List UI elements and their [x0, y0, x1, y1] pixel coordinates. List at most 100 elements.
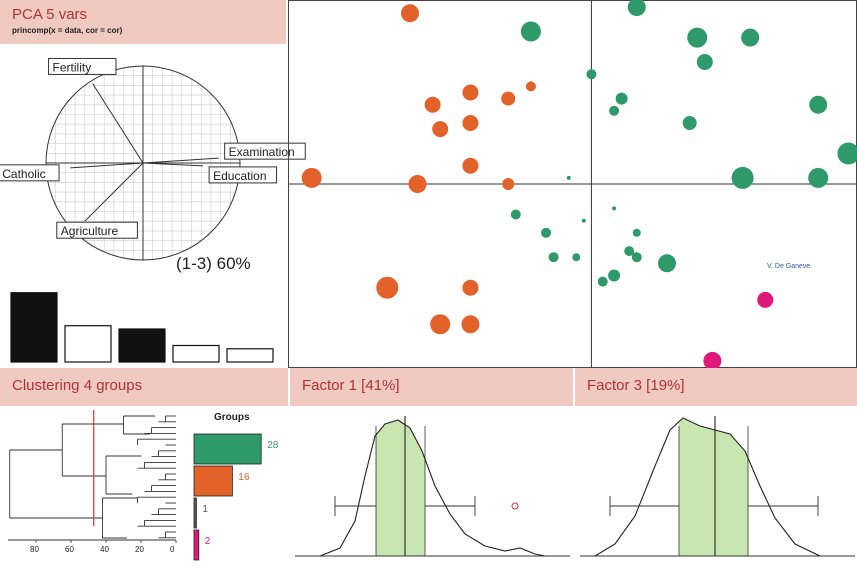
vector-label-box: [0, 164, 60, 182]
scatter-point: [462, 157, 479, 174]
vector-arrow: [70, 162, 144, 169]
scatter-panel: V. De Ganeve: [288, 0, 857, 370]
scatter-point: [525, 81, 536, 92]
scatter-point: [462, 279, 479, 296]
scatter-point: [658, 254, 676, 273]
dendrogram-tick-label: 0: [170, 545, 175, 554]
group-bar: [193, 433, 262, 465]
group-bar: [193, 529, 200, 561]
pca-subtitle: princomp(x = data, cor = cor): [12, 26, 123, 35]
scree-bar: [118, 328, 166, 363]
vector-arrow: [84, 162, 144, 222]
factor1-panel: [290, 406, 575, 568]
scatter-point: [400, 4, 419, 23]
cluster-panel: 80 60 40 20 0 Groups 28 16 1 2: [0, 406, 290, 568]
dendrogram-tick-label: 60: [65, 545, 74, 554]
scree-panel: [0, 280, 288, 368]
scatter-point: [609, 105, 620, 116]
vector-arrow: [142, 162, 204, 167]
scatter-point: [624, 246, 635, 257]
scatter-point: [541, 227, 552, 238]
scatter-chart: [289, 0, 857, 370]
cluster-title: Clustering 4 groups: [12, 377, 143, 394]
scree-bar: [172, 344, 220, 363]
scree-chart: [10, 292, 274, 363]
scatter-point: [608, 269, 621, 282]
density-curve: [319, 419, 546, 557]
scatter-point: [461, 315, 480, 334]
factor3-title: Factor 3 [19%]: [587, 377, 685, 394]
author-credit: V. De Ganeve: [767, 263, 811, 270]
density-outlier: [511, 502, 519, 510]
group-bar-label: 16: [238, 472, 250, 483]
vector-label: Examination: [229, 145, 295, 159]
groups-title: Groups: [214, 412, 250, 423]
scree-bar: [10, 292, 58, 363]
vector-label: Fertility: [53, 60, 92, 74]
factor1-header: Factor 1 [41%]: [290, 368, 573, 406]
scatter-point: [462, 84, 479, 101]
scatter-point: [581, 218, 586, 223]
vector-label-box: [208, 166, 278, 184]
scatter-point: [632, 228, 641, 237]
vector-arrow: [142, 157, 219, 164]
scatter-point: [612, 206, 617, 211]
scatter-point: [572, 253, 581, 262]
density-iqr-band: [679, 418, 748, 556]
correlation-circle: Fertility Examination Education Catholic Agr…: [0, 57, 306, 261]
group-bar-label: 28: [267, 440, 279, 451]
scree-bar: [64, 325, 112, 363]
vector-label-box: [224, 142, 306, 160]
scatter-point: [586, 69, 597, 80]
dendrogram-chart: 80 60 40 20 0 Groups 28 16 1 2: [8, 410, 279, 561]
circle-variance-label: (1-3) 60%: [176, 254, 251, 273]
dendrogram-tick-label: 20: [135, 545, 144, 554]
factor3-panel: [575, 406, 857, 568]
scatter-point: [408, 175, 427, 193]
factor1-title: Factor 1 [41%]: [302, 377, 400, 394]
scatter-point: [741, 28, 760, 47]
scatter-point: [809, 95, 828, 114]
cluster-header: Clustering 4 groups: [0, 368, 288, 406]
vector-label-box: [56, 221, 138, 239]
scatter-point: [502, 178, 515, 190]
scatter-point: [696, 54, 713, 70]
dendrogram-tick-label: 80: [30, 545, 39, 554]
factor3-density-chart: [580, 416, 855, 557]
scatter-point: [631, 252, 642, 263]
group-bar-label: 1: [202, 504, 208, 515]
group-bar: [193, 497, 197, 529]
scatter-point: [627, 0, 646, 17]
scatter-point: [548, 252, 559, 263]
scatter-point: [566, 175, 571, 180]
scatter-point: [432, 121, 449, 138]
group-bar: [193, 465, 233, 497]
pca-title: PCA 5 vars: [12, 6, 88, 23]
scree-bar: [226, 348, 274, 363]
pca-header: PCA 5 vars princomp(x = data, cor = cor): [0, 0, 286, 44]
scatter-point: [808, 167, 829, 188]
scatter-point: [837, 142, 857, 165]
vector-arrow: [92, 83, 144, 164]
scatter-point: [597, 276, 608, 287]
vector-label: Catholic: [2, 167, 45, 181]
factor3-header: Factor 3 [19%]: [575, 368, 857, 406]
correlation-circle-panel: Fertility Examination Education Catholic Agr…: [0, 44, 306, 280]
scatter-point: [703, 351, 722, 370]
scatter-point: [682, 116, 697, 130]
group-bar-label: 2: [205, 536, 211, 547]
vector-label-box: [48, 57, 117, 75]
scatter-point: [757, 291, 774, 308]
scatter-point: [424, 96, 441, 113]
scatter-point: [520, 21, 541, 42]
scatter-point: [615, 92, 628, 105]
density-curve: [594, 417, 821, 557]
scatter-point: [462, 115, 479, 131]
factor1-density-chart: [295, 416, 570, 557]
scatter-point: [301, 167, 322, 188]
dendrogram-tick-label: 40: [100, 545, 109, 554]
scatter-point: [731, 166, 754, 189]
vector-label: Agriculture: [61, 224, 119, 238]
scatter-point: [687, 27, 708, 48]
scatter-point: [510, 209, 521, 220]
